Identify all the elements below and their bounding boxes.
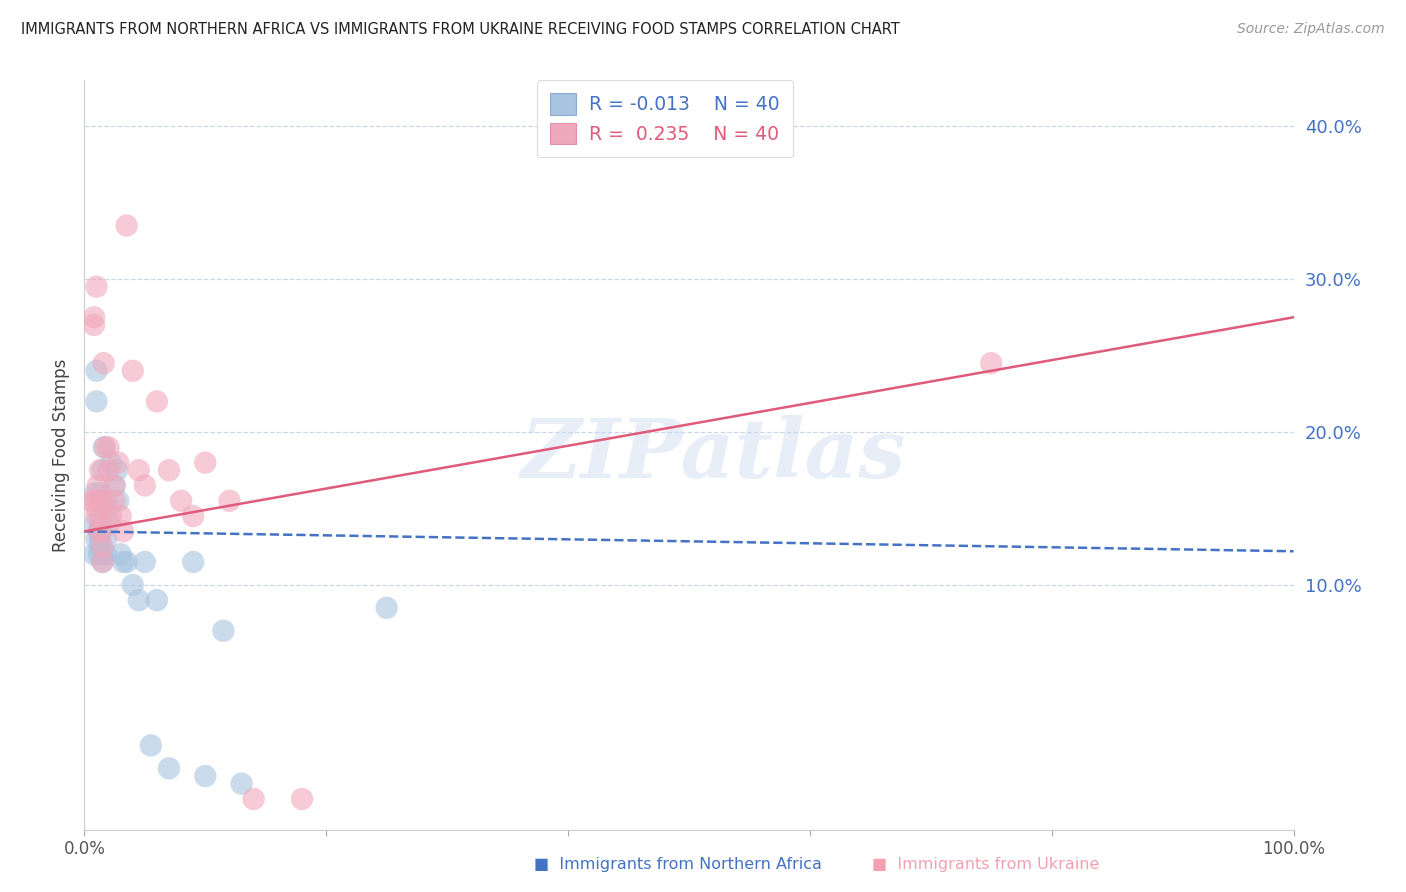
Point (94, 493, 117, 508)
Point (89, 463, 111, 477)
Point (121, 578, 143, 592)
Point (128, 463, 150, 477)
Point (84, 493, 107, 508)
Legend: R = -0.013    N = 40, R =  0.235    N = 40: R = -0.013 N = 40, R = 0.235 N = 40 (537, 80, 793, 157)
Point (218, 493, 240, 508)
Point (86, 509, 108, 524)
Point (97, 516, 120, 531)
Point (100, 509, 122, 524)
Point (105, 463, 128, 477)
Point (80, 493, 103, 508)
Point (89, 516, 111, 531)
Point (110, 547, 132, 561)
Point (107, 493, 129, 508)
Point (87, 547, 110, 561)
Point (86, 493, 108, 508)
Point (146, 593, 169, 607)
Point (91, 555, 114, 569)
Point (134, 478, 156, 492)
Point (112, 555, 135, 569)
Point (90, 509, 112, 524)
Point (194, 456, 217, 470)
Point (86, 501, 108, 516)
Point (104, 478, 127, 492)
Point (84, 486, 107, 500)
Point (93, 440, 115, 454)
Point (86, 394, 108, 409)
Point (97, 440, 120, 454)
Text: ZIPatlas: ZIPatlas (520, 415, 905, 495)
Text: Source: ZipAtlas.com: Source: ZipAtlas.com (1237, 22, 1385, 37)
Point (90, 486, 112, 500)
Point (181, 555, 204, 569)
Point (107, 456, 129, 470)
Point (84, 516, 107, 531)
Point (231, 777, 253, 791)
Point (115, 219, 138, 233)
Point (157, 761, 180, 775)
Point (90, 524, 112, 539)
Point (170, 493, 193, 508)
Point (83, 547, 105, 561)
Point (375, 600, 398, 615)
Text: ■  Immigrants from Ukraine: ■ Immigrants from Ukraine (872, 857, 1099, 872)
Point (87, 524, 110, 539)
Point (291, 792, 314, 806)
Point (89, 532, 111, 546)
Point (134, 555, 156, 569)
Point (212, 624, 235, 638)
Point (157, 463, 180, 477)
Point (115, 555, 138, 569)
Point (94, 547, 117, 561)
Point (96, 501, 118, 516)
Point (89, 524, 111, 539)
Point (91, 463, 114, 477)
Point (112, 524, 135, 539)
Point (100, 456, 122, 470)
Point (86, 478, 108, 492)
Point (110, 509, 132, 524)
Point (94, 440, 117, 454)
Text: ■  Immigrants from Northern Africa: ■ Immigrants from Northern Africa (534, 857, 823, 872)
Point (104, 478, 127, 492)
Point (94, 532, 117, 546)
Point (121, 364, 143, 378)
Point (83, 310, 105, 325)
Point (242, 792, 264, 806)
Point (91, 555, 114, 569)
Point (89, 540, 111, 554)
Point (181, 509, 204, 524)
Point (128, 593, 150, 607)
Point (146, 394, 169, 409)
Point (194, 769, 217, 783)
Point (104, 493, 127, 508)
Point (86, 532, 108, 546)
Text: IMMIGRANTS FROM NORTHERN AFRICA VS IMMIGRANTS FROM UKRAINE RECEIVING FOOD STAMPS: IMMIGRANTS FROM NORTHERN AFRICA VS IMMIG… (21, 22, 900, 37)
Point (139, 739, 162, 753)
Y-axis label: Receiving Food Stamps: Receiving Food Stamps (52, 359, 70, 551)
Point (91, 547, 114, 561)
Point (86, 279, 108, 293)
Point (90, 493, 112, 508)
Point (89, 493, 111, 508)
Point (86, 364, 108, 378)
Point (83, 318, 105, 332)
Point (97, 463, 120, 477)
Point (93, 356, 115, 370)
Point (980, 356, 1002, 370)
Point (87, 524, 110, 539)
Point (91, 540, 114, 554)
